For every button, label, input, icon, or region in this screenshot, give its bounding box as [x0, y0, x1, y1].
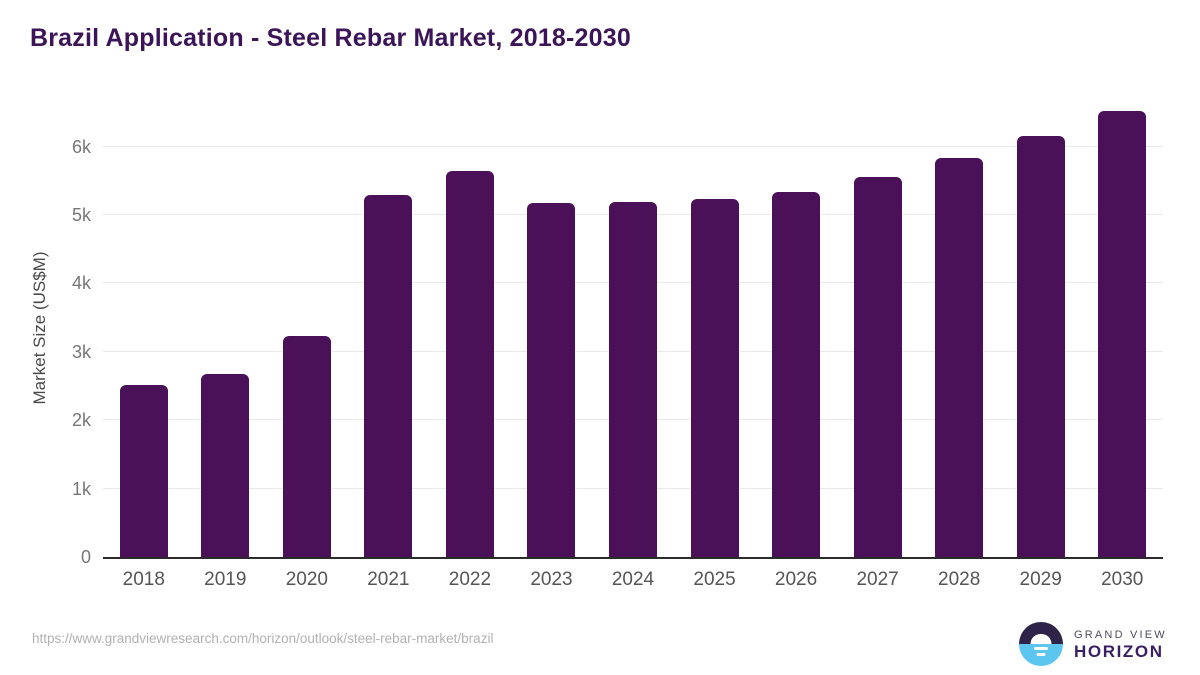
logo-brand-name: GRAND VIEW — [1074, 628, 1167, 641]
bar-2028 — [935, 158, 984, 557]
x-tick-label-2020: 2020 — [285, 569, 328, 590]
x-tick-label-2018: 2018 — [122, 569, 165, 590]
y-tick-label-2k: 2k — [71, 410, 91, 431]
horizon-sunrise-icon — [1019, 622, 1063, 666]
x-tick-label-2025: 2025 — [693, 569, 736, 590]
gridline-6k — [103, 145, 1163, 147]
bar-2019 — [201, 373, 250, 557]
x-tick-label-2021: 2021 — [367, 569, 410, 590]
bar-2020 — [282, 336, 331, 557]
bar-2030 — [1098, 111, 1147, 557]
x-tick-label-2019: 2019 — [204, 569, 247, 590]
x-tick-label-2029: 2029 — [1019, 569, 1062, 590]
bar-2023 — [527, 202, 576, 557]
bar-2025 — [690, 199, 739, 557]
x-tick-label-2022: 2022 — [448, 569, 492, 590]
logo-text: GRAND VIEW HORIZON — [1074, 628, 1167, 661]
bar-2021 — [364, 195, 413, 557]
bar-2018 — [119, 384, 168, 557]
y-tick-label-3k: 3k — [71, 341, 91, 362]
bar-2022 — [445, 170, 494, 557]
source-url: https://www.grandviewresearch.com/horizo… — [32, 631, 494, 646]
y-tick-label-5k: 5k — [71, 205, 91, 225]
x-tick-label-2027: 2027 — [856, 569, 899, 590]
sun-icon — [1030, 634, 1052, 644]
x-tick-label-2026: 2026 — [774, 569, 818, 590]
y-tick-label-6k: 6k — [71, 136, 91, 157]
bar-2027 — [853, 177, 902, 557]
x-tick-label-2023: 2023 — [530, 569, 573, 590]
x-tick-label-2028: 2028 — [938, 569, 981, 590]
bar-2029 — [1016, 136, 1065, 557]
logo-product-name: HORIZON — [1074, 641, 1164, 661]
y-tick-label-0: 0 — [80, 547, 91, 567]
x-tick-label-2030: 2030 — [1101, 569, 1144, 590]
grand-view-horizon-logo: GRAND VIEW HORIZON — [1019, 622, 1167, 666]
x-tick-label-2024: 2024 — [611, 569, 655, 590]
sun-reflection-line — [1036, 653, 1046, 656]
bar-2026 — [772, 192, 821, 557]
y-tick-label-1k: 1k — [71, 478, 91, 499]
bar-2024 — [609, 202, 657, 557]
chart-title: Brazil Application - Steel Rebar Market,… — [30, 24, 631, 52]
y-tick-label-4k: 4k — [71, 273, 91, 294]
plot-area: 0 1k 2k 3k 4k 5k 6k 2018 2019 2020 2021 2022 2023 202… — [72, 95, 1163, 590]
sun-reflection-line — [1034, 647, 1048, 650]
